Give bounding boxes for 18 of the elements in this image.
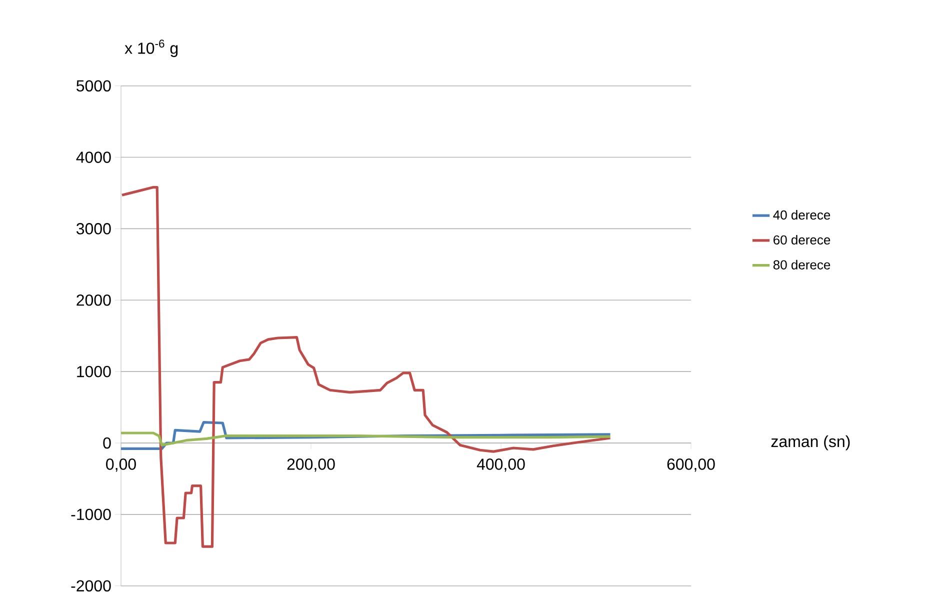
y-tick-label: -2000 [71, 580, 111, 592]
line-series [120, 432, 612, 446]
y-tick-label: 0 [103, 437, 111, 449]
x-tick-label: 200,00 [287, 458, 335, 472]
x-tick-label: 0,00 [106, 458, 136, 472]
y-axis-title: x 10$^{-6}$ g [124, 40, 178, 58]
y-tick-label: 5000 [76, 80, 111, 92]
x-tick-label: 600,00 [667, 458, 715, 472]
legend-label: 80 derece [773, 260, 830, 270]
legend-label: 60 derece [774, 234, 830, 245]
legend-label: 40 derece [773, 210, 830, 220]
y-tick-label: 1000 [77, 366, 111, 378]
y-tick-label: 2000 [76, 294, 111, 306]
x-axis-title: zaman (sn) [771, 435, 850, 450]
y-tick-label: 3000 [76, 223, 111, 234]
y-tick-label: -1000 [71, 508, 111, 520]
x-tick-label: 400,00 [476, 458, 525, 472]
y-tick-label: 4000 [76, 152, 111, 163]
